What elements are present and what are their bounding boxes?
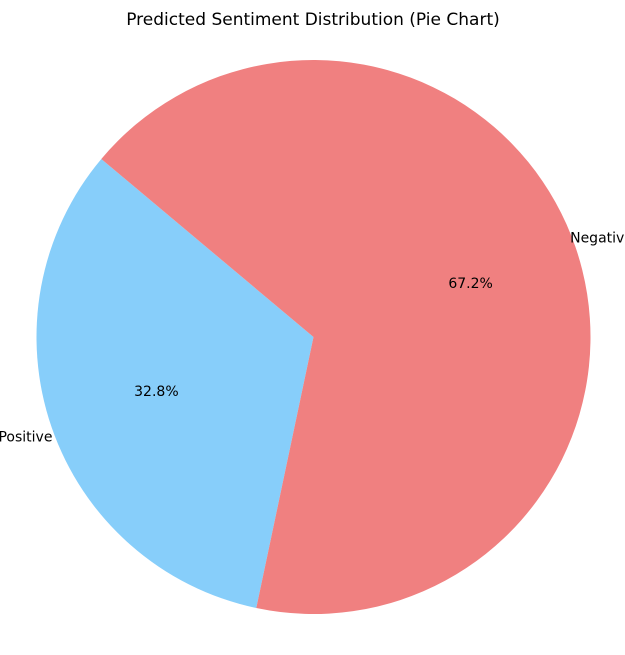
slice-label-positive: Positive xyxy=(0,429,52,445)
pie-labels: Positive 32.8% Negative 67.2% xyxy=(0,231,625,446)
pie-slices xyxy=(36,60,591,615)
pie-slice-negative xyxy=(101,60,591,615)
chart-title: Predicted Sentiment Distribution (Pie Ch… xyxy=(126,10,500,30)
percent-label-positive: 32.8% xyxy=(134,384,178,400)
slice-label-negative: Negative xyxy=(570,231,625,247)
percent-label-negative: 67.2% xyxy=(448,276,492,292)
pie-slice-positive xyxy=(36,158,314,609)
